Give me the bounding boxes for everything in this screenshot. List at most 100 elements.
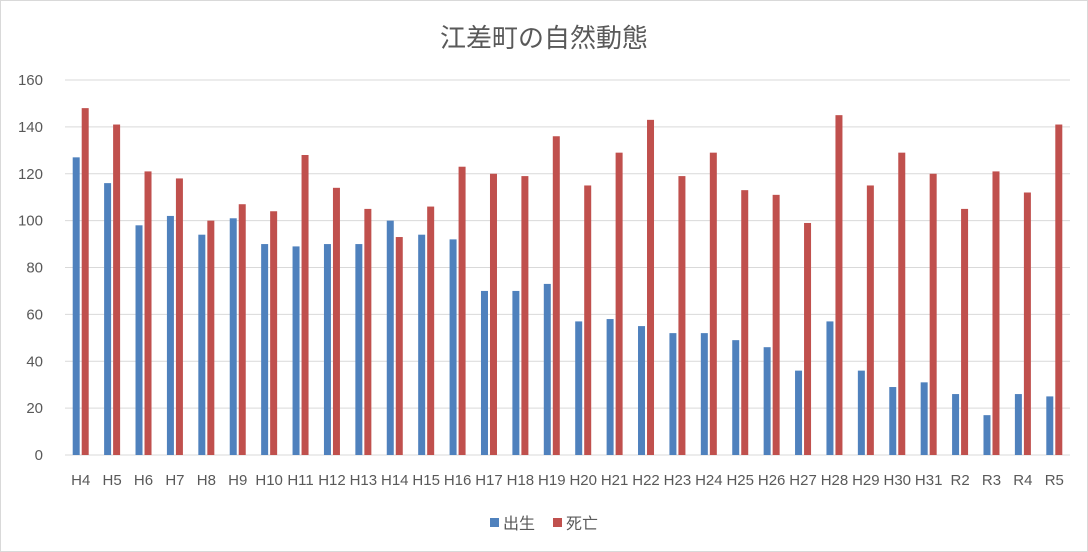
gridlines (65, 79, 1070, 456)
bar-deaths-H6 (144, 171, 152, 455)
x-tick-label: H22 (632, 472, 660, 489)
bar-deaths-H22 (647, 119, 655, 455)
bar-deaths-R4 (1023, 192, 1031, 455)
bar-deaths-H30 (898, 152, 906, 455)
bar-births-H24 (700, 333, 708, 455)
bar-births-H28 (826, 321, 834, 455)
x-tick-label: H26 (758, 472, 786, 489)
bar-deaths-H10 (270, 211, 278, 455)
x-tick-label: H13 (350, 472, 378, 489)
x-tick-label: H16 (444, 472, 472, 489)
bar-births-H10 (261, 244, 269, 455)
legend-item-births: 出生 (489, 510, 535, 534)
y-tick-label: 120 (18, 166, 43, 183)
chart-title: 江差町の自然動態 (439, 24, 648, 54)
x-tick-label: H20 (569, 472, 597, 489)
x-tick-label: R2 (950, 472, 969, 489)
bar-deaths-H27 (804, 222, 812, 455)
legend: 出生 死亡 (0, 510, 1088, 534)
x-tick-label: H25 (726, 472, 754, 489)
x-tick-label: R3 (982, 472, 1001, 489)
bar-deaths-H8 (207, 220, 215, 455)
y-tick-label: 100 (18, 213, 43, 230)
bars (72, 108, 1063, 455)
x-tick-label: H19 (538, 472, 566, 489)
x-tick-label: H23 (664, 472, 692, 489)
x-tick-label: H31 (915, 472, 943, 489)
legend-swatch-deaths (553, 517, 562, 527)
y-tick-label: 60 (26, 306, 43, 323)
bar-deaths-R3 (992, 171, 1000, 455)
x-tick-label: H7 (165, 472, 184, 489)
bar-births-H6 (135, 225, 143, 455)
bar-births-H16 (449, 239, 457, 455)
bar-deaths-H25 (741, 190, 749, 455)
bar-births-H18 (512, 290, 520, 455)
bar-births-H19 (543, 283, 551, 455)
bar-deaths-H31 (929, 173, 937, 455)
y-tick-label: 0 (35, 447, 43, 464)
bar-deaths-H16 (458, 166, 466, 455)
bar-deaths-H4 (81, 108, 89, 455)
bar-births-H26 (763, 347, 771, 455)
bar-births-H9 (229, 218, 237, 455)
x-tick-label: H28 (821, 472, 849, 489)
bar-deaths-H21 (615, 152, 623, 455)
bar-deaths-H5 (113, 124, 121, 455)
x-tick-label: H15 (412, 472, 440, 489)
bar-deaths-H12 (332, 187, 340, 455)
bar-deaths-H13 (364, 208, 372, 455)
bar-births-H12 (323, 244, 331, 455)
bar-births-H14 (386, 220, 394, 455)
bar-births-R5 (1046, 396, 1054, 455)
y-tick-label: 80 (26, 260, 43, 277)
x-tick-label: H27 (789, 472, 817, 489)
x-tick-label: H18 (507, 472, 535, 489)
bar-deaths-H20 (584, 185, 592, 455)
bar-deaths-H9 (238, 204, 246, 455)
bar-births-H13 (355, 244, 363, 455)
bar-deaths-H14 (395, 237, 403, 455)
bar-births-H30 (889, 387, 897, 455)
bar-deaths-R2 (961, 208, 969, 455)
bar-births-H23 (669, 333, 677, 455)
x-tick-label: H10 (255, 472, 283, 489)
bar-births-H7 (166, 215, 174, 455)
x-tick-label: H24 (695, 472, 723, 489)
bar-deaths-H29 (866, 185, 874, 455)
bar-births-R4 (1014, 394, 1022, 455)
bar-births-H4 (72, 157, 80, 455)
x-tick-label: R5 (1045, 472, 1064, 489)
bar-deaths-H11 (301, 155, 309, 455)
bar-deaths-H24 (709, 152, 717, 455)
bar-births-H27 (795, 370, 803, 455)
x-tick-label: H29 (852, 472, 880, 489)
legend-label-deaths: 死亡 (566, 514, 599, 533)
bar-births-H17 (480, 290, 488, 455)
x-tick-label: H12 (318, 472, 346, 489)
y-tick-label: 140 (18, 119, 43, 136)
legend-swatch-births (489, 517, 499, 527)
x-tick-label: H4 (71, 472, 90, 489)
bar-deaths-H17 (489, 173, 497, 455)
x-tick-label: H11 (287, 472, 313, 489)
bar-births-H5 (104, 183, 112, 455)
bar-deaths-H19 (552, 136, 560, 455)
bar-deaths-R5 (1055, 124, 1063, 455)
bar-births-H15 (418, 234, 426, 455)
y-tick-label: 20 (26, 400, 43, 417)
y-tick-label: 40 (26, 353, 43, 370)
bar-births-H8 (198, 234, 206, 455)
bar-births-H20 (575, 321, 583, 455)
bar-deaths-H18 (521, 176, 529, 455)
x-tick-label: H8 (197, 472, 216, 489)
bar-births-H11 (292, 246, 300, 455)
y-tick-label: 160 (18, 72, 43, 89)
x-tick-label: H14 (381, 472, 409, 489)
x-tick-label: H6 (134, 472, 153, 489)
legend-item-deaths: 死亡 (553, 510, 598, 534)
bar-births-H22 (638, 326, 646, 455)
bar-births-R3 (983, 415, 991, 455)
bar-births-R2 (952, 394, 960, 455)
